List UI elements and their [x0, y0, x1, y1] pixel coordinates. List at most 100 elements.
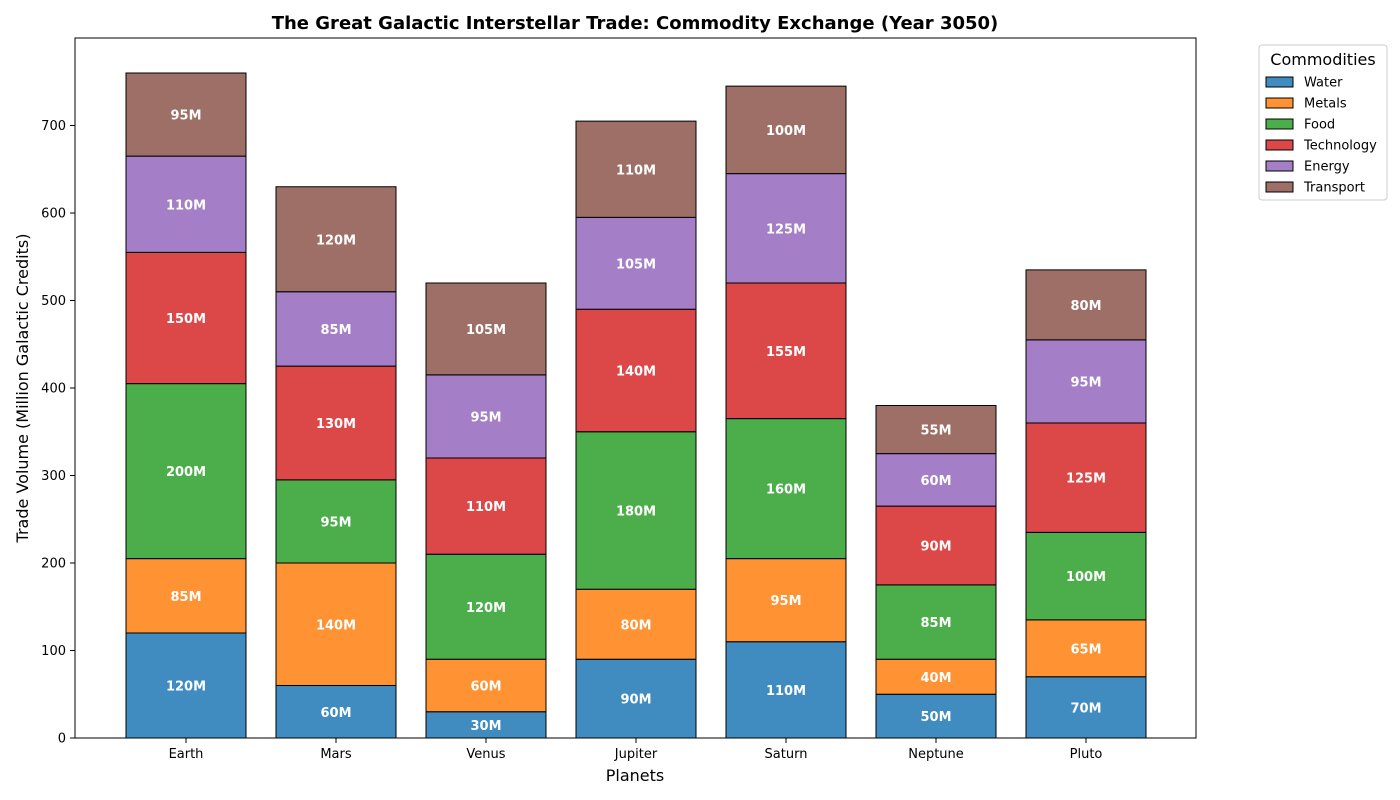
- bar-label-saturn-technology: 155M: [766, 345, 806, 360]
- bar-mars-food: [275, 479, 397, 564]
- bar-label-mars-metals: 140M: [316, 618, 356, 633]
- y-tick-label: 100: [41, 644, 66, 659]
- bar-pluto-technology: [1025, 422, 1147, 533]
- bar-label-venus-metals: 60M: [470, 680, 501, 695]
- legend-swatch-metals: [1265, 97, 1294, 109]
- bar-label-venus-transport: 105M: [466, 323, 506, 338]
- bar-label-jupiter-transport: 110M: [616, 163, 656, 178]
- bar-earth-water: [125, 632, 247, 739]
- y-tick-label: 200: [41, 557, 66, 572]
- bar-label-venus-technology: 110M: [466, 500, 506, 515]
- bar-label-mars-transport: 120M: [316, 233, 356, 248]
- legend-swatch-transport: [1265, 181, 1294, 193]
- x-tick-label-pluto: Pluto: [1070, 747, 1103, 762]
- x-tick-label-earth: Earth: [169, 747, 204, 762]
- bar-label-mars-energy: 85M: [320, 323, 351, 338]
- bar-pluto-metals: [1025, 619, 1147, 678]
- legend-label-food: Food: [1304, 118, 1335, 133]
- x-tick-label-saturn: Saturn: [765, 747, 808, 762]
- bar-label-saturn-food: 160M: [766, 483, 806, 498]
- bar-saturn-food: [725, 418, 847, 560]
- legend-items: Water Metals Food Technology Energy Transport: [1265, 76, 1377, 196]
- bar-saturn-metals: [725, 558, 847, 643]
- bar-pluto-energy: [1025, 339, 1147, 424]
- bar-saturn-water: [725, 641, 847, 739]
- bar-venus-technology: [425, 457, 547, 555]
- bar-label-earth-food: 200M: [166, 465, 206, 480]
- legend-swatch-energy: [1265, 160, 1294, 172]
- bar-venus-energy: [425, 374, 547, 459]
- bar-mars-metals: [275, 562, 397, 686]
- x-axis: Earth Mars Venus Jupiter Saturn Neptune Pluto: [169, 738, 1103, 762]
- bar-label-saturn-transport: 100M: [766, 124, 806, 139]
- bar-label-pluto-technology: 125M: [1066, 472, 1106, 487]
- bar-venus-food: [425, 553, 547, 660]
- bar-label-saturn-metals: 95M: [770, 594, 801, 609]
- bar-label-jupiter-food: 180M: [616, 505, 656, 520]
- bar-label-neptune-transport: 55M: [920, 424, 951, 439]
- bar-label-saturn-water: 110M: [766, 684, 806, 699]
- bar-label-pluto-transport: 80M: [1070, 299, 1101, 314]
- bar-label-earth-energy: 110M: [166, 198, 206, 213]
- y-axis-label: Trade Volume (Million Galactic Credits): [13, 234, 32, 544]
- bar-neptune-energy: [875, 453, 997, 507]
- x-tick-label-venus: Venus: [466, 747, 505, 762]
- x-tick-label-mars: Mars: [320, 747, 352, 762]
- bar-jupiter-water: [575, 658, 697, 739]
- bar-neptune-transport: [875, 405, 997, 455]
- bar-neptune-metals: [875, 658, 997, 695]
- y-tick-label: 0: [58, 732, 66, 747]
- y-tick-label: 700: [41, 119, 66, 134]
- bar-label-venus-energy: 95M: [470, 410, 501, 425]
- bar-label-pluto-water: 70M: [1070, 701, 1101, 716]
- bar-label-venus-water: 30M: [470, 719, 501, 734]
- bar-saturn-energy: [725, 173, 847, 284]
- bar-neptune-technology: [875, 505, 997, 586]
- bar-pluto-water: [1025, 676, 1147, 739]
- bar-label-earth-technology: 150M: [166, 312, 206, 327]
- bar-label-jupiter-energy: 105M: [616, 257, 656, 272]
- chart-title: The Great Galactic Interstellar Trade: C…: [272, 13, 999, 34]
- bar-saturn-transport: [725, 85, 847, 175]
- y-tick-label: 500: [41, 294, 66, 309]
- bar-label-neptune-food: 85M: [920, 616, 951, 631]
- bar-mars-technology: [275, 365, 397, 481]
- bar-label-neptune-metals: 40M: [920, 671, 951, 686]
- y-axis: 0 100 200 300 400 500 600 700: [41, 119, 75, 747]
- legend-swatch-technology: [1265, 139, 1294, 151]
- bar-label-jupiter-technology: 140M: [616, 365, 656, 380]
- bar-label-mars-food: 95M: [320, 515, 351, 530]
- bar-earth-metals: [125, 558, 247, 634]
- bar-venus-transport: [425, 282, 547, 376]
- bar-neptune-food: [875, 584, 997, 660]
- bar-label-earth-transport: 95M: [170, 109, 201, 124]
- bar-label-mars-technology: 130M: [316, 417, 356, 432]
- legend-label-energy: Energy: [1304, 160, 1350, 175]
- bar-label-jupiter-metals: 80M: [620, 618, 651, 633]
- bar-label-neptune-water: 50M: [920, 710, 951, 725]
- bar-jupiter-food: [575, 431, 697, 590]
- legend-label-technology: Technology: [1303, 139, 1377, 154]
- bar-label-jupiter-water: 90M: [620, 693, 651, 708]
- x-tick-label-neptune: Neptune: [908, 747, 964, 762]
- y-tick-label: 600: [41, 207, 66, 222]
- bar-earth-energy: [125, 155, 247, 253]
- bar-label-neptune-technology: 90M: [920, 540, 951, 555]
- bar-label-mars-water: 60M: [320, 706, 351, 721]
- legend-label-metals: Metals: [1304, 97, 1347, 112]
- bar-mars-energy: [275, 291, 397, 367]
- bar-saturn-technology: [725, 282, 847, 420]
- bar-jupiter-transport: [575, 120, 697, 218]
- bar-earth-technology: [125, 251, 247, 385]
- bar-stacks: [125, 72, 1147, 739]
- bar-label-neptune-energy: 60M: [920, 474, 951, 489]
- bar-label-earth-metals: 85M: [170, 590, 201, 605]
- bar-label-pluto-energy: 95M: [1070, 375, 1101, 390]
- x-axis-label: Planets: [606, 766, 665, 785]
- legend: Commodities Water Metals Food Technology Ene…: [1258, 44, 1388, 201]
- legend-swatch-water: [1265, 76, 1294, 88]
- legend-swatch-food: [1265, 118, 1294, 130]
- y-tick-label: 400: [41, 382, 66, 397]
- bar-pluto-transport: [1025, 269, 1147, 341]
